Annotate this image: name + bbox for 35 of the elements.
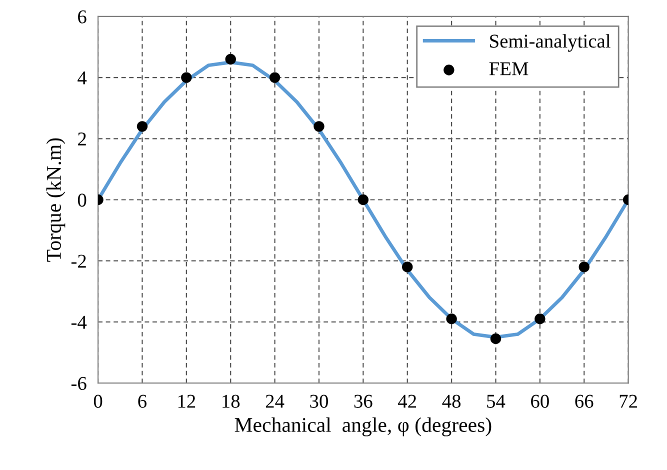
legend-label: Semi-analytical [490, 34, 610, 52]
x-tick-label: 12 [178, 394, 196, 408]
point [534, 314, 546, 324]
x-tick-label: 48 [442, 394, 461, 408]
y-axis-title: Torque (kN.m) [46, 138, 66, 262]
point [225, 54, 236, 65]
x-tick-label: 0 [94, 394, 102, 408]
y-tick-label: 2 [78, 132, 86, 146]
y-tick-label: -2 [71, 254, 86, 268]
x-tick-label: 42 [398, 394, 416, 408]
point [490, 333, 502, 344]
y-tick-label: -6 [71, 376, 86, 390]
x-tick-label: 36 [354, 394, 372, 408]
x-tick-label: 24 [266, 394, 284, 408]
x-tick-label: 66 [575, 394, 594, 408]
x-tick-label: 54 [487, 394, 506, 408]
y-tick-label: 4 [78, 71, 87, 84]
x-tick-label: 18 [222, 394, 240, 408]
legend-label: FEM [489, 62, 528, 76]
x-tick-label: 60 [531, 394, 549, 408]
y-tick-label: 6 [78, 10, 86, 24]
point [446, 314, 457, 324]
point [358, 194, 369, 206]
x-tick-label: 72 [620, 394, 637, 408]
point [181, 72, 192, 83]
point [578, 262, 590, 272]
x-tick-label: 6 [138, 394, 147, 408]
point [269, 72, 280, 83]
x-tick-label: 30 [310, 394, 328, 408]
point [402, 262, 413, 272]
y-tick-label: -4 [71, 316, 87, 329]
point [136, 121, 148, 132]
point [314, 121, 324, 132]
y-tick-label: 0 [78, 194, 86, 207]
x-axis-title: Mechanical angle, φ (degrees) [234, 417, 492, 436]
